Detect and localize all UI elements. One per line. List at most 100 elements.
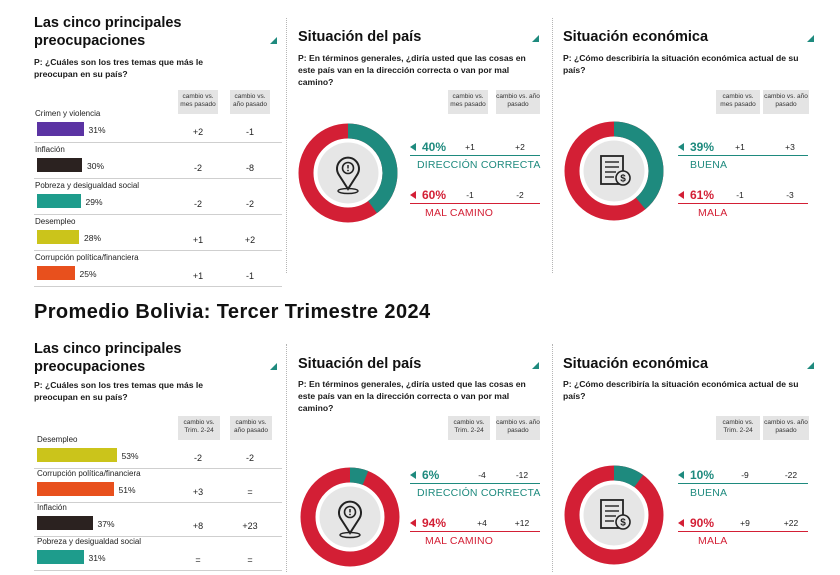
negative-change-2: +22	[783, 518, 799, 528]
change-year: =	[247, 555, 253, 565]
change-month: +1	[192, 271, 204, 281]
concern-bar	[37, 230, 79, 244]
column-header: cambio vs. Trim. 2-24	[716, 416, 760, 440]
donut-positive-slice	[564, 121, 664, 221]
change-month: +1	[192, 235, 204, 245]
main-title: Promedio Bolivia: Tercer Trimestre 2024	[34, 301, 431, 323]
positive-percent: 10%	[690, 468, 715, 482]
concern-bar	[37, 482, 114, 496]
svg-text:$: $	[620, 174, 626, 185]
concern-bar	[37, 448, 117, 462]
concern-label: Desempleo	[35, 217, 76, 226]
section-title: Situación económica	[563, 356, 709, 372]
divider	[552, 18, 553, 273]
change-year: -2	[245, 199, 254, 209]
concern-bar	[37, 516, 93, 530]
column-header: cambio vs. año pasado	[763, 90, 809, 114]
positive-percent: 40%	[422, 140, 447, 154]
positive-change-2: -12	[515, 470, 529, 480]
negative-underline	[678, 203, 808, 204]
positive-percent: 6%	[422, 468, 440, 482]
concern-percent: 53%	[121, 451, 139, 461]
negative-change-2: -3	[786, 190, 794, 200]
left-arrow-icon	[410, 519, 416, 527]
donut-chart: $	[564, 121, 664, 221]
negative-change-2: -2	[516, 190, 524, 200]
change-year: -8	[245, 163, 254, 173]
column-header: cambio vs. año pasado	[763, 416, 809, 440]
negative-label: MALA	[698, 207, 728, 219]
row-divider	[34, 250, 282, 251]
positive-label: DIRECCIÓN CORRECTA	[417, 159, 541, 171]
left-arrow-icon	[410, 143, 416, 151]
change-month: =	[195, 555, 201, 565]
positive-underline	[678, 155, 808, 156]
column-header: cambio vs. Trim. 2-24	[178, 416, 220, 440]
column-header: cambio vs. año pasado	[496, 90, 540, 114]
positive-label: BUENA	[690, 487, 728, 499]
positive-underline	[410, 483, 540, 484]
corner-triangle-icon	[807, 362, 814, 369]
concern-percent: 37%	[97, 519, 115, 529]
change-month: +8	[192, 521, 204, 531]
svg-text:$: $	[620, 518, 626, 529]
section-title: Situación del país	[298, 356, 422, 372]
donut-center	[583, 484, 645, 546]
donut-chart	[298, 123, 398, 223]
column-header: cambio vs. mes pasado	[716, 90, 760, 114]
concern-percent: 29%	[85, 197, 103, 207]
negative-change-1: +4	[477, 518, 487, 528]
corner-triangle-icon	[532, 362, 539, 369]
column-header: cambio vs. Trim. 2-24	[448, 416, 490, 440]
column-header: cambio vs. mes pasado	[178, 90, 218, 114]
corner-triangle-icon	[807, 35, 814, 42]
left-arrow-icon	[410, 191, 416, 199]
positive-percent: 39%	[690, 140, 715, 154]
left-arrow-icon	[678, 519, 684, 527]
left-arrow-icon	[678, 143, 684, 151]
concern-percent: 30%	[87, 161, 105, 171]
column-header: cambio vs. año pasado	[230, 90, 270, 114]
question-text: P: En términos generales, ¿diría usted q…	[298, 379, 526, 413]
donut-chart: $	[564, 465, 664, 565]
donut-chart	[300, 467, 400, 567]
positive-change-2: -22	[784, 470, 798, 480]
donut-center	[583, 140, 645, 202]
concern-label: Desempleo	[37, 435, 78, 444]
left-arrow-icon	[410, 471, 416, 479]
negative-change-2: +12	[514, 518, 530, 528]
column-header: cambio vs. año pasado	[230, 416, 272, 440]
row-divider	[34, 178, 282, 179]
negative-percent: 61%	[690, 188, 715, 202]
donut-positive-slice	[564, 465, 664, 565]
section-title: Las cinco principales preocupaciones	[34, 341, 182, 375]
question-text: P: ¿Cómo describiría la situación económ…	[563, 53, 799, 75]
positive-change-2: +3	[785, 142, 795, 152]
concern-label: Corrupción política/financiera	[35, 253, 139, 262]
concern-label: Pobreza y desigualdad social	[35, 181, 140, 190]
donut-positive-slice	[300, 467, 400, 567]
concern-percent: 28%	[84, 233, 102, 243]
row-divider	[34, 142, 282, 143]
left-arrow-icon	[678, 471, 684, 479]
concern-percent: 31%	[88, 125, 106, 135]
divider	[286, 344, 287, 572]
negative-change-1: +9	[740, 518, 750, 528]
concern-percent: 25%	[79, 269, 97, 279]
row-divider	[34, 502, 282, 503]
negative-label: MALA	[698, 535, 728, 547]
concern-label: Crimen y violencia	[35, 109, 101, 118]
row-divider	[34, 570, 282, 571]
column-header: cambio vs. mes pasado	[448, 90, 488, 114]
row-divider	[34, 468, 282, 469]
left-arrow-icon	[678, 191, 684, 199]
concern-bar	[37, 550, 84, 564]
change-year: +2	[244, 235, 256, 245]
concern-label: Corrupción política/financiera	[37, 469, 141, 478]
concern-percent: 31%	[88, 553, 106, 563]
map-pin-icon	[338, 500, 362, 539]
donut-positive-slice	[298, 123, 398, 223]
concern-label: Inflación	[37, 503, 67, 512]
corner-triangle-icon	[532, 35, 539, 42]
positive-label: BUENA	[690, 159, 728, 171]
